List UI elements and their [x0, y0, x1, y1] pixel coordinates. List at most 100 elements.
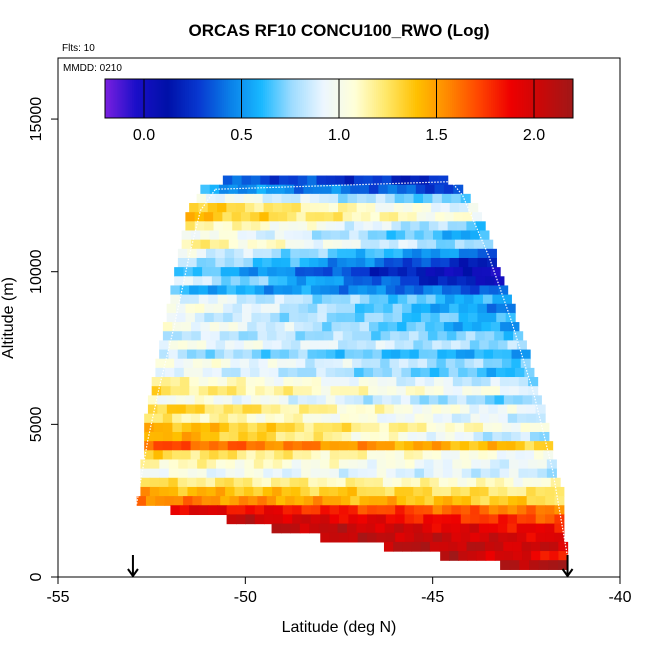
colorbar-segment — [294, 79, 297, 118]
heatmap-cell — [250, 395, 261, 406]
colorbar-segment — [543, 79, 547, 118]
heatmap-cell — [413, 514, 424, 525]
heatmap-cell — [255, 386, 266, 396]
heatmap-cell — [488, 404, 499, 415]
heatmap-cell — [317, 312, 328, 323]
heatmap-cell — [197, 459, 208, 470]
heatmap-cell — [219, 184, 230, 195]
heatmap-cell — [432, 193, 443, 204]
heatmap-cell — [509, 386, 520, 396]
heatmap-cell — [256, 413, 266, 424]
heatmap-cell — [198, 285, 209, 296]
heatmap-cell — [492, 294, 503, 305]
y-tick-label: 5000 — [28, 407, 45, 443]
heatmap-cell — [373, 303, 384, 314]
heatmap-cell — [190, 230, 201, 241]
heatmap-cell — [535, 404, 546, 415]
heatmap-cell — [440, 257, 451, 268]
heatmap-cell — [275, 184, 286, 195]
heatmap-cell — [366, 486, 377, 497]
heatmap-cell — [377, 413, 388, 424]
heatmap-cell — [192, 267, 203, 277]
heatmap-cell — [436, 239, 447, 250]
heatmap-cell — [257, 267, 268, 277]
heatmap-cell — [226, 386, 237, 396]
heatmap-cell — [170, 285, 181, 296]
colorbar-segment — [331, 79, 334, 118]
heatmap-cell — [266, 239, 277, 250]
heatmap-cell — [187, 459, 198, 470]
heatmap-cell — [254, 285, 265, 296]
heatmap-cell — [385, 193, 396, 204]
heatmap-cell — [424, 496, 435, 506]
heatmap-cell — [458, 312, 469, 323]
heatmap-cell — [344, 367, 355, 378]
heatmap-cell — [183, 496, 193, 506]
heatmap-cell — [270, 303, 281, 314]
heatmap-cell — [420, 312, 431, 323]
heatmap-cell — [488, 532, 499, 543]
heatmap-cell — [289, 477, 300, 488]
colorbar-segment — [147, 79, 151, 118]
heatmap-cell — [404, 532, 415, 543]
heatmap-cell — [460, 532, 471, 543]
heatmap-cell — [517, 496, 528, 506]
heatmap-cell — [325, 221, 336, 232]
heatmap-cell — [377, 377, 388, 387]
heatmap-cell — [226, 285, 237, 296]
heatmap-cell — [355, 257, 366, 268]
heatmap-cell — [218, 441, 229, 451]
colorbar-segment — [231, 79, 235, 118]
heatmap-cell — [440, 248, 451, 259]
heatmap-cell — [476, 477, 487, 488]
heatmap-cell — [316, 349, 327, 360]
heatmap-cell — [329, 441, 340, 451]
heatmap-cell — [465, 349, 476, 360]
colorbar-segment — [448, 79, 451, 118]
heatmap-cell — [382, 175, 393, 186]
heatmap-cell — [211, 358, 222, 369]
heatmap-cell — [394, 450, 405, 461]
heatmap-cell — [390, 349, 401, 360]
heatmap-cell — [168, 468, 179, 479]
heatmap-cell — [366, 441, 377, 451]
heatmap-cell — [479, 505, 490, 516]
heatmap-cell — [263, 468, 274, 479]
heatmap-cell — [264, 441, 275, 451]
colorbar-segment — [450, 79, 453, 118]
heatmap-cell — [193, 367, 204, 378]
heatmap-cell — [453, 212, 464, 222]
heatmap-cell — [321, 230, 332, 241]
heatmap-cell — [339, 514, 349, 525]
colorbar-segment — [495, 79, 498, 118]
heatmap-cell — [531, 395, 542, 406]
heatmap-cell — [327, 257, 338, 268]
heatmap-cell — [388, 422, 399, 433]
heatmap-cell — [490, 386, 501, 396]
colorbar-segment — [524, 79, 527, 118]
heatmap-cell — [302, 294, 314, 305]
heatmap-cell — [295, 267, 306, 277]
heatmap-cell — [246, 441, 257, 451]
heatmap-cell — [228, 322, 239, 332]
heatmap-cell — [354, 477, 365, 488]
heatmap-cell — [385, 514, 396, 525]
heatmap-cell — [314, 358, 325, 369]
heatmap-cell — [351, 239, 362, 250]
heatmap-cell — [335, 221, 346, 232]
heatmap-cell — [267, 358, 278, 369]
heatmap-cell — [214, 349, 225, 360]
heatmap-cell — [499, 377, 510, 387]
heatmap-cell — [290, 340, 301, 351]
heatmap-cell — [479, 514, 490, 525]
heatmap-cell — [336, 312, 347, 323]
heatmap-cell — [433, 459, 444, 470]
colorbar-segment — [261, 79, 264, 118]
heatmap-cell — [393, 203, 404, 213]
heatmap-cell — [179, 386, 190, 396]
heatmap-cell — [405, 468, 416, 479]
colorbar-segment — [391, 79, 395, 118]
heatmap-cell — [276, 267, 287, 277]
heatmap-cell — [437, 276, 448, 287]
heatmap-cell — [321, 294, 332, 305]
